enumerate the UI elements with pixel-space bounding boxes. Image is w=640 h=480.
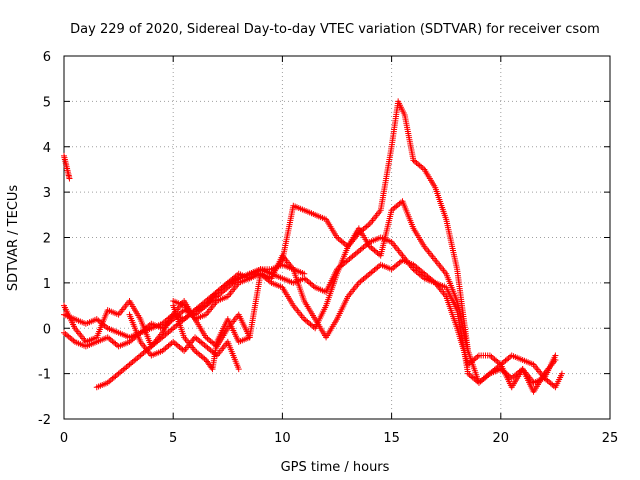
- data-point: [66, 175, 73, 182]
- y-tick-label: 5: [43, 95, 51, 110]
- data-point: [558, 370, 565, 377]
- series-track-e: [170, 198, 472, 354]
- data-point: [552, 352, 559, 359]
- series-early-spike: [61, 152, 73, 182]
- y-tick-label: 2: [43, 232, 51, 247]
- y-tick-label: -2: [38, 413, 51, 428]
- series-track-b: [61, 98, 559, 395]
- y-tick-label: 1: [43, 277, 51, 292]
- y-tick-label: -1: [38, 368, 51, 383]
- series-track-g: [170, 302, 253, 373]
- x-tick-label: 20: [493, 431, 510, 446]
- y-axis-label: SDTVAR / TECUs: [6, 185, 21, 292]
- series-track-d: [93, 261, 308, 391]
- series-track-f: [126, 311, 242, 373]
- x-axis-label: GPS time / hours: [281, 460, 390, 475]
- x-tick-label: 15: [383, 431, 400, 446]
- data-point: [465, 347, 472, 354]
- y-tick-label: 6: [43, 50, 51, 65]
- chart-title: Day 229 of 2020, Sidereal Day-to-day VTE…: [70, 22, 600, 37]
- x-tick-label: 0: [60, 431, 68, 446]
- y-tick-label: 3: [43, 186, 51, 201]
- y-tick-label: 4: [43, 141, 51, 156]
- x-tick-label: 25: [602, 431, 619, 446]
- data-points: [61, 98, 565, 395]
- series-track-c: [61, 252, 559, 382]
- x-axis-ticks: 0 5 10 15 20 25: [60, 56, 618, 446]
- data-point: [246, 334, 253, 341]
- data-point: [301, 270, 308, 277]
- y-tick-label: 0: [43, 322, 51, 337]
- x-tick-label: 5: [169, 431, 177, 446]
- y-axis-ticks: -2 -1 0 1 2 3 4 5 6: [38, 50, 610, 428]
- x-tick-label: 10: [274, 431, 291, 446]
- data-point: [235, 366, 242, 373]
